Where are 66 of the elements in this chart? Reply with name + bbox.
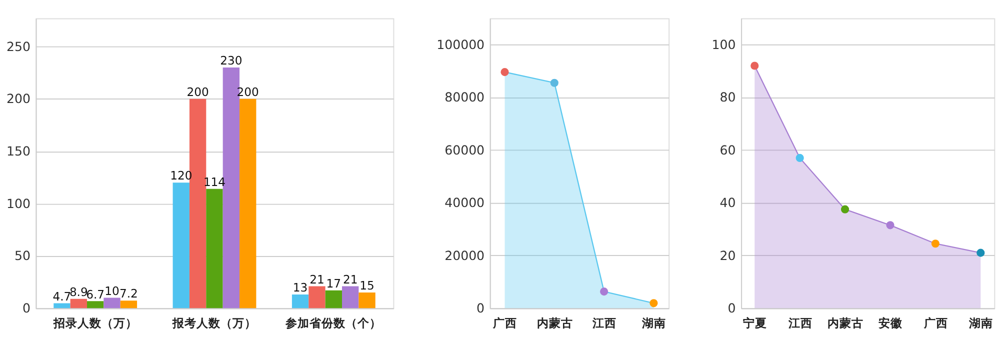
y-tick-label: 80000 [444, 90, 485, 105]
y-tick-label: 100 [712, 37, 736, 52]
data-label: 10 [104, 284, 120, 298]
x-tick-label: 招录人数（万） [52, 316, 138, 330]
bar [358, 292, 376, 308]
y-tick-label: 0 [22, 300, 30, 316]
y-tick-label: 50 [14, 248, 30, 264]
y-tick-label: 20 [720, 248, 736, 263]
bar [342, 286, 359, 308]
x-tick-label: 参加省份数（个） [284, 316, 382, 330]
x-tick-label: 安徽 [878, 316, 904, 330]
bar [240, 98, 256, 308]
data-label: 15 [360, 278, 374, 293]
y-tick-label: 40 [720, 195, 736, 210]
data-label: 230 [220, 54, 242, 68]
point [976, 248, 985, 257]
bar [70, 298, 87, 308]
x-tick-label: 湖南 [968, 316, 994, 330]
bar [308, 286, 326, 308]
point [500, 68, 509, 76]
x-tick-label: 内蒙古 [536, 316, 573, 330]
data-label: 8.9 [69, 284, 88, 299]
x-tick-label: 广西 [922, 316, 948, 330]
bar [120, 300, 138, 308]
point [550, 78, 558, 87]
y-tick-label: 40000 [444, 195, 485, 210]
data-label: 13 [292, 280, 308, 295]
bar [54, 303, 70, 308]
x-tick-label: 内蒙古 [828, 316, 864, 330]
point [600, 288, 608, 296]
y-tick-label: 250 [6, 38, 30, 54]
y-tick-label: 100 [6, 196, 30, 211]
x-tick-label: 湖南 [641, 316, 666, 330]
y-tick-label: 60 [720, 142, 736, 158]
bar [86, 301, 104, 308]
data-label: 4.7 [52, 289, 72, 304]
point [650, 299, 658, 308]
data-label: 200 [186, 84, 209, 99]
data-label: 6.7 [86, 287, 105, 302]
y-tick-label: 80 [720, 90, 736, 105]
bar [325, 290, 342, 308]
y-tick-label: 200 [6, 91, 30, 106]
point [796, 154, 804, 162]
bar [292, 294, 309, 308]
data-label: 7.2 [119, 286, 138, 301]
data-label: 21 [342, 272, 358, 286]
bar [104, 298, 120, 308]
point [750, 62, 759, 70]
x-tick-label: 广西 [492, 316, 518, 330]
y-tick-label: 0 [476, 300, 485, 316]
y-tick-label: 0 [728, 300, 736, 316]
y-tick-label: 60000 [444, 142, 485, 158]
data-label: 17 [326, 276, 342, 290]
y-tick-label: 20000 [444, 248, 485, 263]
y-tick-label: 100000 [436, 37, 485, 52]
x-tick-label: 宁夏 [743, 316, 768, 330]
data-label: 21 [310, 272, 324, 286]
bar [172, 182, 190, 308]
x-tick-label: 江西 [592, 316, 617, 330]
x-tick-label: 江西 [787, 316, 812, 330]
point [931, 240, 940, 248]
x-tick-label: 报考人数（万） [171, 316, 256, 330]
y-tick-label: 150 [6, 144, 30, 159]
point [886, 221, 894, 230]
bar [206, 188, 223, 308]
point [840, 205, 850, 214]
